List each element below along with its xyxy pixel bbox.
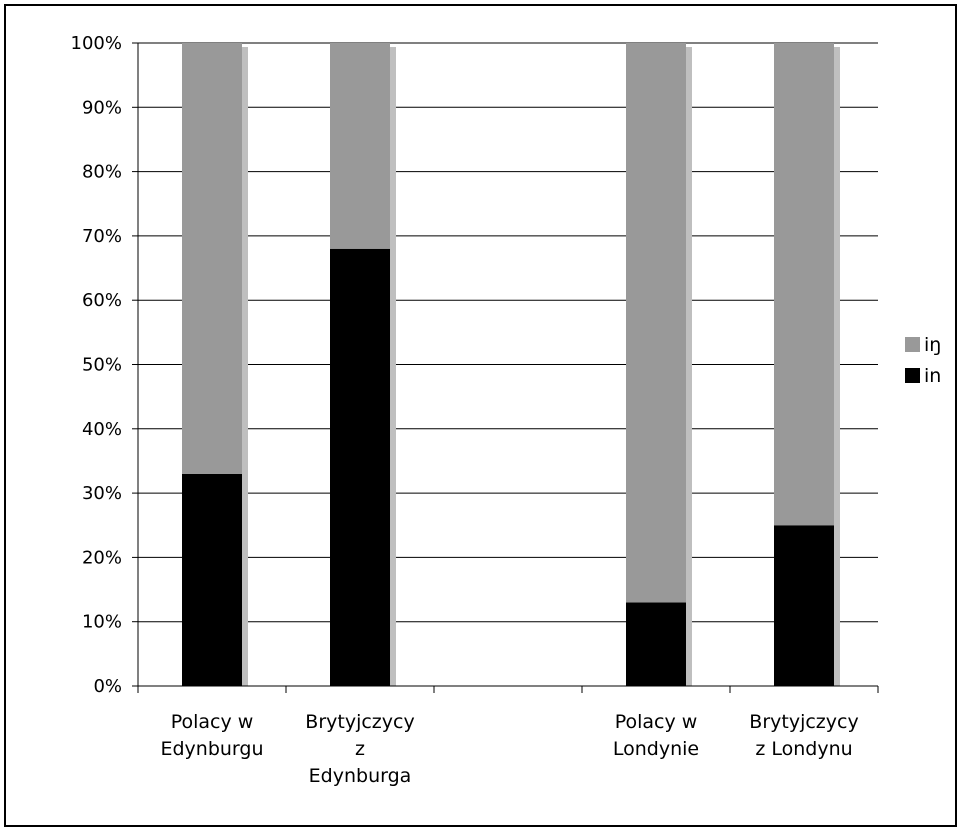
legend-swatch bbox=[905, 337, 920, 352]
y-tick-label: 10% bbox=[82, 612, 122, 633]
bar-shadow bbox=[242, 47, 248, 686]
bar-shadow bbox=[686, 47, 692, 686]
legend: iŋ in bbox=[905, 334, 941, 387]
bar-shadow bbox=[390, 47, 396, 686]
y-tick-label: 30% bbox=[82, 483, 122, 504]
bars bbox=[182, 43, 840, 686]
y-tick-label: 80% bbox=[82, 162, 122, 183]
legend-swatch bbox=[905, 368, 920, 383]
axes bbox=[137, 43, 879, 693]
y-tick-label: 70% bbox=[82, 226, 122, 247]
bar-ing-segment bbox=[626, 43, 686, 603]
y-tick-label: 0% bbox=[93, 676, 122, 697]
x-category-labels: Polacy w Edynburgu Brytyjczycy z Edynburga Po… bbox=[160, 711, 858, 787]
bar-in-segment bbox=[182, 473, 242, 686]
x-category-label: Brytyjczycy z Edynburga bbox=[305, 711, 414, 787]
x-category-label: Brytyjczycy z Londynu bbox=[749, 711, 858, 760]
y-tick-label: 100% bbox=[71, 33, 122, 54]
bar-in-segment bbox=[330, 248, 390, 686]
x-category-label: Polacy w Londynie bbox=[613, 711, 699, 760]
bar-ing-segment bbox=[774, 43, 834, 526]
legend-label: iŋ bbox=[924, 334, 941, 356]
y-tick-label: 60% bbox=[82, 290, 122, 311]
legend-label: in bbox=[924, 365, 941, 387]
bar-in-segment bbox=[774, 525, 834, 686]
y-tick-labels: 0% 10% 20% 30% 40% 50% 60% 70% 80% 90% 100% bbox=[71, 33, 122, 697]
bar-in-segment bbox=[626, 602, 686, 686]
y-tick-label: 90% bbox=[82, 97, 122, 118]
bar-shadow bbox=[834, 47, 840, 686]
bar-ing-segment bbox=[330, 43, 390, 249]
bar-ing-segment bbox=[182, 43, 242, 474]
x-category-label: Polacy w Edynburgu bbox=[160, 711, 263, 760]
y-tick-label: 40% bbox=[82, 419, 122, 440]
y-tick-label: 20% bbox=[82, 547, 122, 568]
y-tick-label: 50% bbox=[82, 355, 122, 376]
